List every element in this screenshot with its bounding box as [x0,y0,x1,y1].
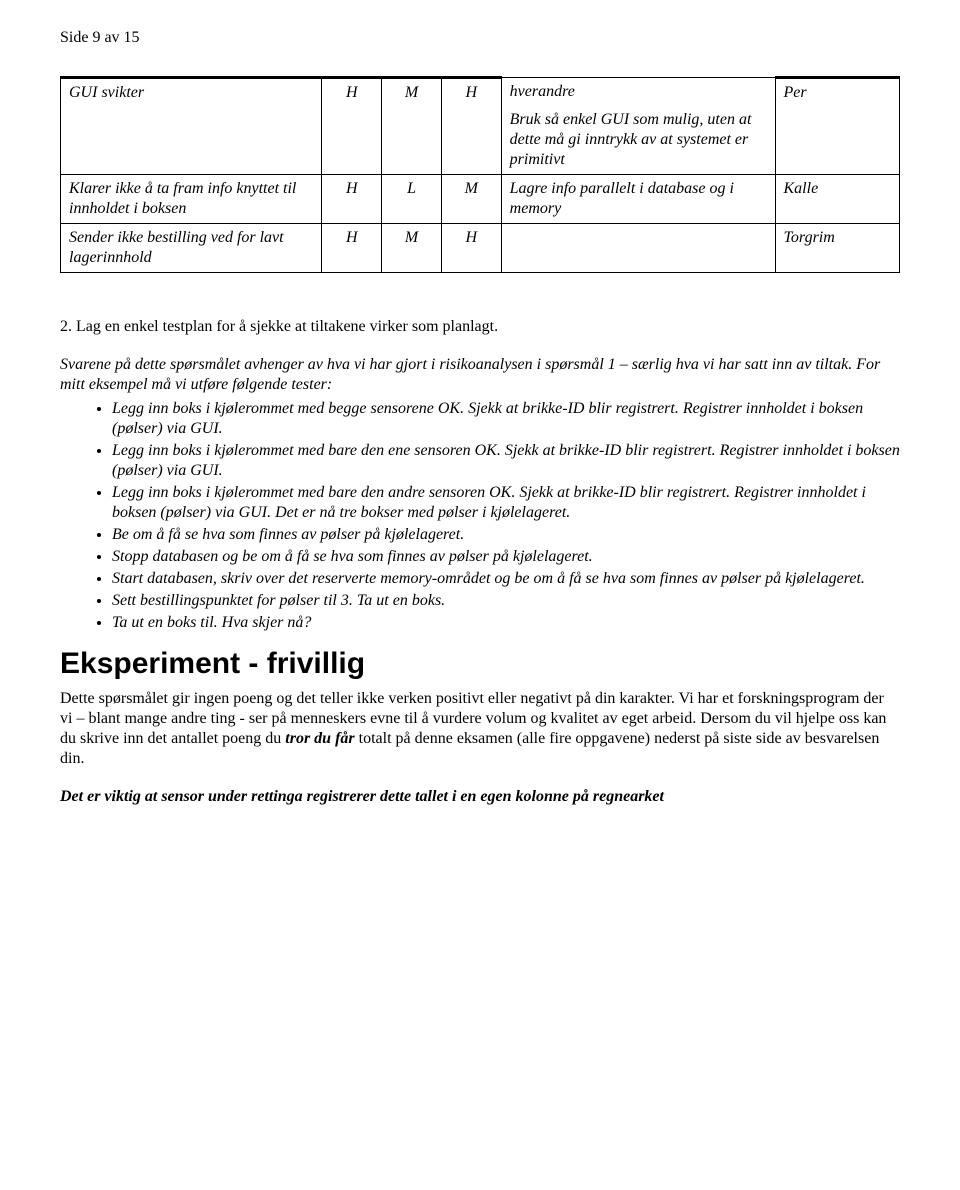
cell: H [322,224,382,273]
list-text: Ta ut en boks til. Hva skjer nå? [112,614,311,631]
list-text: Legg inn boks i kjølerommet med bare den… [112,484,866,521]
cell-action: Bruk så enkel GUI som mulig, uten at det… [501,106,775,175]
experiment-paragraph: Dette spørsmålet gir ingen poeng og det … [60,689,900,769]
list-text: Stopp databasen og be om å få se hva som… [112,548,593,565]
table-row: Sender ikke bestilling ved for lavt lage… [61,224,900,273]
list-item: Legg inn boks i kjølerommet med begge se… [112,399,900,439]
test-list: Legg inn boks i kjølerommet med begge se… [60,399,900,633]
cell-pre: hverandre [501,78,775,107]
list-text: Start databasen, skriv over det reserver… [112,570,865,587]
cell: M [382,224,442,273]
list-text: Be om å få se hva som finnes av pølser p… [112,526,464,543]
experiment-heading: Eksperiment - frivillig [60,645,900,683]
final-note: Det er viktig at sensor under rettinga r… [60,787,900,807]
cell: M [382,78,442,175]
list-text: Sett bestillingspunktet for pølser til 3… [112,592,445,609]
list-item: Legg inn boks i kjølerommet med bare den… [112,441,900,481]
cell: H [441,224,501,273]
table-row: Klarer ikke å ta fram info knyttet til i… [61,175,900,224]
list-item: Legg inn boks i kjølerommet med bare den… [112,483,900,523]
table-row: GUI svikter H M H hverandre Per [61,78,900,107]
cell-desc: Sender ikke bestilling ved for lavt lage… [61,224,322,273]
cell-owner: Per [775,78,900,175]
cell-desc: GUI svikter [61,78,322,175]
risk-table: GUI svikter H M H hverandre Per Bruk så … [60,76,900,273]
exp-text-bold: tror du får [285,730,354,747]
cell-action [501,224,775,273]
cell: H [322,175,382,224]
list-text: Legg inn boks i kjølerommet med begge se… [112,400,863,437]
list-text: Legg inn boks i kjølerommet med bare den… [112,442,900,479]
cell: H [322,78,382,175]
page-header: Side 9 av 15 [60,28,900,48]
cell: H [441,78,501,175]
list-item: Stopp databasen og be om å få se hva som… [112,547,900,567]
cell-owner: Torgrim [775,224,900,273]
cell: L [382,175,442,224]
list-item: Ta ut en boks til. Hva skjer nå? [112,613,900,633]
cell-action: Lagre info parallelt i database og i mem… [501,175,775,224]
question-2: 2. Lag en enkel testplan for å sjekke at… [60,317,900,337]
cell-desc: Klarer ikke å ta fram info knyttet til i… [61,175,322,224]
answer-intro: Svarene på dette spørsmålet avhenger av … [60,355,900,395]
list-item: Start databasen, skriv over det reserver… [112,569,900,589]
list-item: Be om å få se hva som finnes av pølser p… [112,525,900,545]
cell-owner: Kalle [775,175,900,224]
list-item: Sett bestillingspunktet for pølser til 3… [112,591,900,611]
cell: M [441,175,501,224]
